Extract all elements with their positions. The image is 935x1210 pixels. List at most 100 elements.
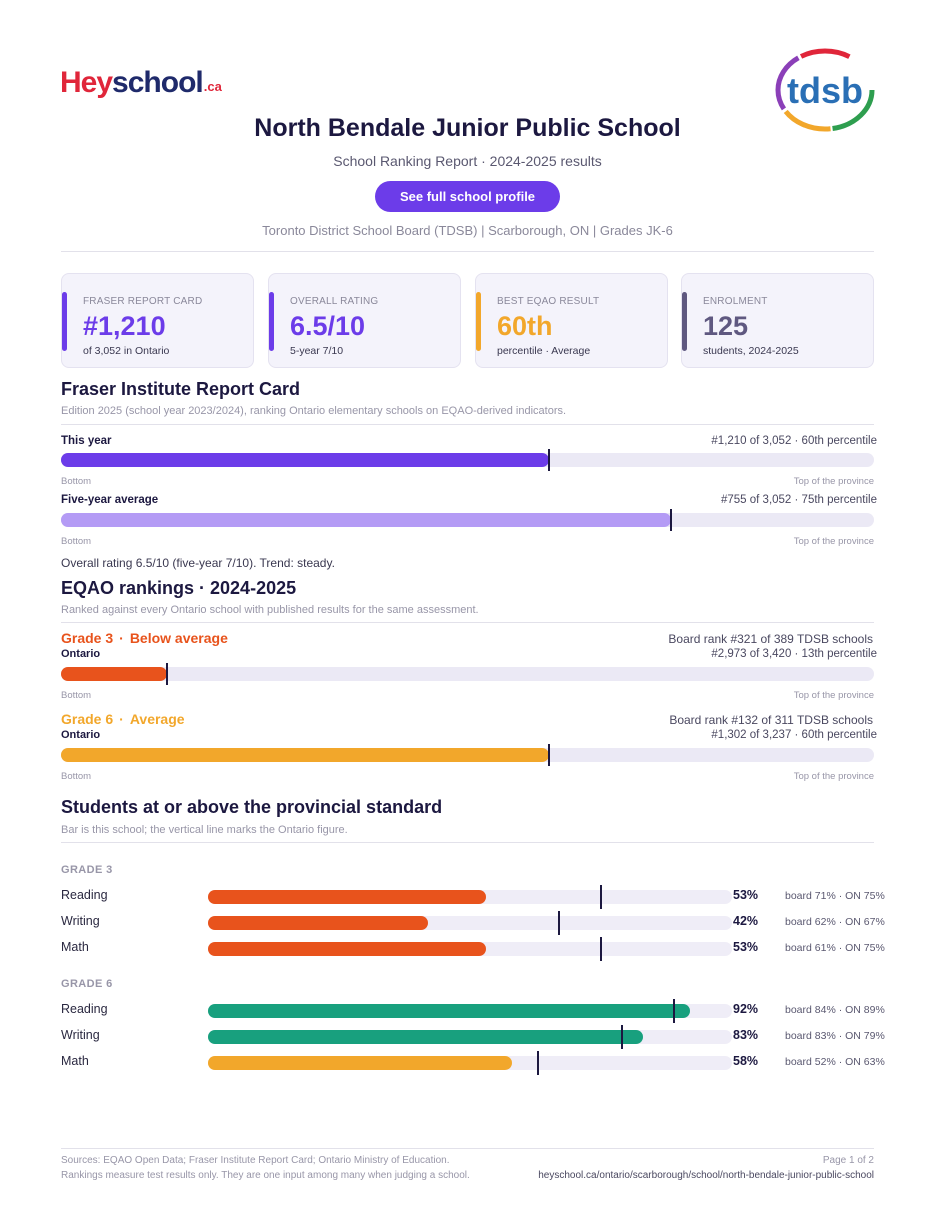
board-rank: Board rank #321 of 389 TDSB schools [668,632,873,646]
axis-bottom-label: Bottom [61,690,92,701]
stat-card-rating: OVERALL RATING 6.5/10 5-year 7/10 [268,273,461,368]
ontario-marker [558,911,561,935]
divider [61,251,874,252]
eqao-grade-heading: Grade 3 · Below average [61,630,228,646]
heyschool-logo[interactable]: Hey school .ca [60,60,222,100]
ontario-marker [600,937,602,961]
ontario-marker [537,1051,540,1075]
fraser-track-this-year [61,449,874,471]
subject-label: Math [61,1054,89,1068]
standard-title: Students at or above the provincial stan… [61,797,443,817]
eqao-track-grade3 [61,663,874,685]
tdsb-logo-text: tdsb [787,70,863,111]
page-title: North Bendale Junior Public School [254,114,681,142]
subject-compare: board 83% · ON 79% [785,1030,885,1042]
page-subtitle: School Ranking Report · 2024-2025 result… [333,153,602,169]
axis-top-label: Top of the province [793,476,874,487]
ontario-rank: #1,302 of 3,237 · 60th percentile [711,729,877,741]
stat-label: OVERALL RATING [290,296,379,307]
divider [61,1148,874,1149]
grade-name: Grade 6 [61,711,114,727]
subject-label: Reading [61,888,108,902]
eqao-marker [165,663,168,685]
subject-percent: 53% [733,888,759,902]
school-meta: Toronto District School Board (TDSB) | S… [262,223,673,238]
grade-status: Below average [129,630,228,646]
subject-percent: 58% [733,1054,759,1068]
stat-value: 60th [497,311,553,341]
footer-url[interactable]: heyschool.ca/ontario/scarborough/school/… [538,1170,874,1181]
stat-accent [62,292,67,351]
footer-sources: Sources: EQAO Open Data; Fraser Institut… [61,1155,450,1166]
stat-label: BEST EQAO RESULT [497,296,600,307]
stat-value: #1,210 [83,311,166,341]
subject-fill [208,1056,512,1070]
ontario-marker [620,1025,623,1049]
stat-sub: students, 2024-2025 [703,345,799,357]
logo-ca-text: .ca [203,79,222,94]
divider [61,622,874,623]
axis-top-label: Top of the province [793,690,874,701]
subject-percent: 42% [733,914,759,928]
divider [61,842,874,843]
axis-bottom-label: Bottom [61,771,92,782]
axis-top-label: Top of the province [793,536,874,547]
fraser-fill [61,453,549,467]
subject-compare: board 52% · ON 63% [785,1056,885,1068]
subject-fill [208,1004,691,1018]
subject-compare: board 62% · ON 67% [785,916,885,928]
eqao-grade-heading: Grade 6 · Average [61,711,185,727]
grade-name: Grade 3 [61,630,114,646]
axis-bottom-label: Bottom [61,476,92,487]
ontario-marker [600,885,602,909]
stat-accent [476,292,481,351]
stat-accent [682,292,687,351]
stat-label: FRASER REPORT CARD [83,296,203,307]
fraser-marker [547,449,550,471]
subject-fill [208,890,486,904]
fraser-row-label: Five-year average [61,494,159,506]
subject-track [208,1025,732,1049]
eqao-fill [61,748,549,762]
subject-track [208,937,732,961]
fraser-note: Overall rating 6.5/10 (five-year 7/10). … [61,556,335,570]
stat-value: 125 [703,311,749,341]
subject-label: Writing [61,914,100,928]
subject-track [208,911,732,935]
stat-accent [269,292,274,351]
subject-label: Math [61,940,89,954]
grade-group-label: GRADE 6 [61,978,113,990]
subject-label: Reading [61,1002,108,1016]
subject-label: Writing [61,1028,100,1042]
eqao-fill [61,667,167,681]
board-rank: Board rank #132 of 311 TDSB schools [669,713,873,727]
ontario-marker [673,999,676,1023]
axis-top-label: Top of the province [793,771,874,782]
fraser-fill [61,513,671,527]
subject-fill [208,916,429,930]
subject-percent: 53% [733,940,759,954]
subject-track [208,885,732,909]
subject-track [208,999,732,1023]
stat-label: ENROLMENT [703,296,768,307]
divider [61,424,874,425]
eqao-marker [547,744,550,766]
standard-desc: Bar is this school; the vertical line ma… [61,824,348,836]
stat-card-fraser: FRASER REPORT CARD #1,210 of 3,052 in On… [61,273,254,368]
fraser-desc: Edition 2025 (school year 2023/2024), ra… [61,405,567,417]
subject-percent: 92% [733,1002,759,1016]
logo-hey-text: Hey [60,66,113,99]
subject-fill [208,1030,643,1044]
eqao-track-grade6 [61,744,874,766]
grade-status: Average [129,711,185,727]
see-full-profile-button[interactable]: See full school profile [375,181,560,212]
region-label: Ontario [61,729,101,741]
subject-compare: board 61% · ON 75% [785,942,885,954]
eqao-desc: Ranked against every Ontario school with… [61,604,479,616]
subject-compare: board 84% · ON 89% [785,1004,885,1016]
subject-track [208,1051,732,1075]
footer-page: Page 1 of 2 [822,1155,874,1166]
stat-sub: 5-year 7/10 [290,345,344,357]
subject-compare: board 71% · ON 75% [785,890,885,902]
fraser-row-rank: #755 of 3,052 · 75th percentile [720,494,877,506]
